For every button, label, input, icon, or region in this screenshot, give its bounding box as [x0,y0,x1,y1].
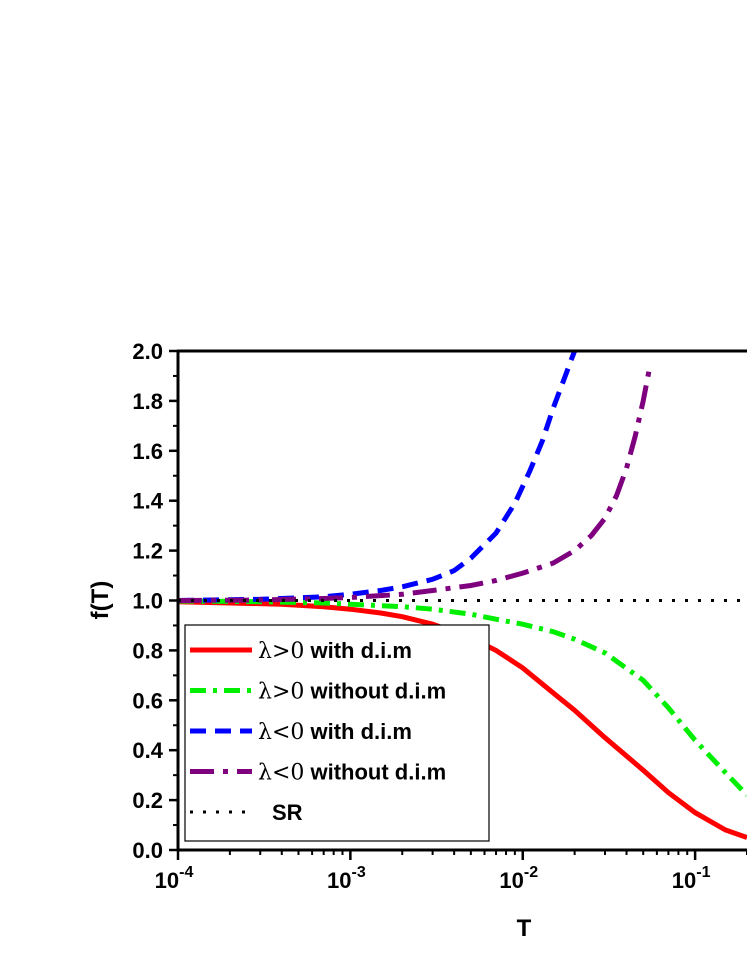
y-tick-label: 0.4 [132,738,163,763]
legend-label-2: λ>0 without d.i.m [258,679,446,705]
series-line-2 [178,598,747,797]
x-tick-label: 10-3 [327,864,366,893]
y-tick-label: 0.8 [132,638,163,663]
y-tick-label: 0.6 [132,688,163,713]
y-tick-label: 1.4 [132,489,163,514]
x-tick-label: 10-1 [672,864,711,893]
y-tick-label: 1.0 [132,589,163,614]
y-axis-title: f(T) [87,581,114,620]
y-tick-label: 0.2 [132,788,163,813]
legend-label-3: λ<0 with d.i.m [258,719,412,745]
y-tick-label: 1.2 [132,539,163,564]
y-tick-label: 2.0 [132,339,163,364]
series-line-1 [178,599,747,840]
series-line-4 [178,363,653,603]
legend: λ>0 with d.i.m λ>0 without d.i.m λ<0 with … [184,624,490,842]
x-tick-label: 10-2 [499,864,538,893]
x-tick-label: 10-4 [155,864,194,893]
series-line-3 [178,350,577,603]
legend-label-1: λ>0 with d.i.m [258,638,412,664]
legend-box [184,624,490,842]
x-axis-title: T [517,915,532,942]
y-tick-label: 0.0 [132,838,163,863]
axes-layer: 0.0 0.2 0.4 0.6 0.8 1.0 1.2 1.4 1.6 1.8 2.0 10-4 10-… [132,339,747,893]
legend-label-5: SR [272,800,303,825]
series-layer [178,350,747,840]
y-tick-label: 1.6 [132,439,163,464]
legend-label-4: λ<0 without d.i.m [258,760,446,786]
y-tick-label: 1.8 [132,389,163,414]
